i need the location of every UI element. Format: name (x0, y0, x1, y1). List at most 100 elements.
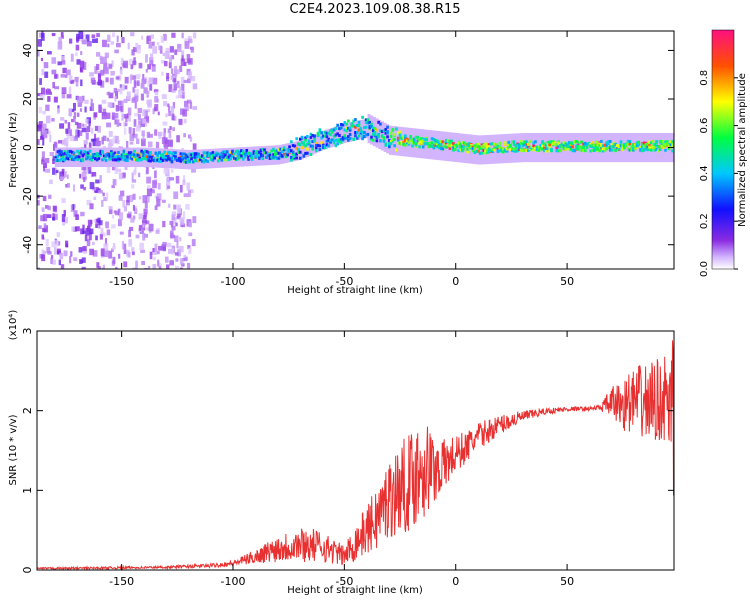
heatmap-cell (106, 153, 110, 157)
heatmap-cell (236, 155, 240, 159)
heatmap-cell (391, 138, 395, 142)
heatmap-cell (603, 143, 607, 147)
heatmap-cell (459, 145, 462, 149)
heatmap-cell (188, 134, 191, 139)
heatmap-cell (368, 126, 372, 130)
heatmap-cell (461, 141, 464, 145)
heatmap-cell (184, 106, 189, 112)
heatmap-cell (145, 158, 149, 162)
heatmap-cell (412, 137, 416, 141)
heatmap-cell (532, 147, 535, 151)
heatmap-cell (163, 157, 167, 161)
heatmap-cell (131, 179, 137, 183)
heatmap-cell (665, 140, 669, 144)
heatmap-cell (169, 220, 174, 225)
heatmap-cell (41, 207, 45, 213)
heatmap-cell (70, 251, 73, 257)
heatmap-cell (575, 139, 578, 143)
heatmap-cell (72, 151, 76, 155)
heatmap-cell (142, 73, 145, 80)
heatmap-cell (644, 147, 648, 151)
heatmap-cell (75, 52, 78, 57)
heatmap-cell (117, 159, 120, 163)
heatmap-cell (247, 156, 250, 160)
heatmap-cell (172, 102, 176, 109)
heatmap-cell (93, 187, 99, 193)
heatmap-cell (261, 153, 265, 157)
heatmap-cell (525, 148, 528, 152)
heatmap-cell (66, 174, 69, 179)
heatmap-cell (354, 121, 358, 141)
heatmap-cell (576, 140, 580, 144)
heatmap-cell (187, 71, 193, 80)
heatmap-cell (532, 141, 535, 145)
heatmap-cell (388, 145, 391, 149)
heatmap-cell (436, 145, 439, 149)
heatmap-cell (183, 61, 187, 66)
heatmap-cell (130, 217, 135, 223)
heatmap-cell (480, 143, 484, 147)
heatmap-cell (227, 155, 231, 159)
heatmap-cell (541, 133, 545, 163)
heatmap-cell (139, 242, 145, 251)
heatmap-cell (281, 154, 284, 158)
heatmap-cell (448, 141, 452, 145)
heatmap-cell (156, 42, 160, 46)
heatmap-cell (171, 248, 174, 255)
heatmap-cell (265, 155, 268, 159)
heatmap-cell (325, 139, 329, 143)
heatmap-cell (152, 77, 158, 85)
heatmap-cell (259, 152, 263, 156)
heatmap-cell (573, 133, 577, 163)
heatmap-cell (192, 154, 195, 158)
heatmap-cell (190, 157, 193, 161)
heatmap-cell (277, 148, 281, 152)
heatmap-cell (162, 244, 166, 252)
heatmap-cell (571, 141, 575, 145)
heatmap-cell (478, 151, 482, 155)
heatmap-cell (52, 167, 57, 175)
heatmap-cell (559, 145, 562, 149)
heatmap-cell (528, 145, 532, 149)
heatmap-cell (99, 149, 102, 153)
heatmap-cell (180, 219, 185, 225)
heatmap-cell (514, 149, 518, 153)
heatmap-cell (477, 142, 480, 146)
heatmap-cell (348, 128, 352, 132)
heatmap-cell (357, 120, 361, 124)
heatmap-cell (52, 205, 57, 212)
heatmap-cell (65, 183, 69, 188)
heatmap-cell (63, 209, 66, 217)
heatmap-cell (323, 146, 327, 150)
heatmap-cell (123, 261, 128, 268)
heatmap-cell (439, 147, 443, 151)
heatmap-cell (373, 134, 377, 138)
heatmap-cell (133, 119, 137, 127)
heatmap-cell (243, 152, 247, 156)
heatmap-cell (37, 124, 42, 132)
heatmap-cell (100, 248, 105, 257)
heatmap-cell (363, 126, 366, 130)
heatmap-cell (43, 62, 49, 69)
heatmap-cell (77, 102, 83, 107)
heatmap-cell (662, 140, 666, 144)
heatmap-cell (64, 119, 68, 124)
heatmap-cell (46, 214, 52, 218)
heatmap-cell (49, 135, 52, 143)
heatmap-cell (37, 194, 40, 199)
heatmap-cell (503, 143, 507, 147)
heatmap-cell (90, 153, 94, 157)
heatmap-cell (136, 153, 140, 157)
heatmap-cell (161, 199, 166, 203)
heatmap-cell (206, 154, 209, 158)
heatmap-cell (156, 193, 162, 201)
heatmap-cell (172, 149, 176, 169)
heatmap-cell (76, 122, 82, 129)
heatmap-cell (154, 91, 159, 96)
heatmap-cell (527, 142, 530, 146)
heatmap-cell (370, 115, 374, 145)
heatmap-cell (202, 159, 206, 163)
heatmap-cell (110, 41, 114, 45)
heatmap-cell (70, 80, 73, 84)
heatmap-cell (236, 149, 240, 153)
